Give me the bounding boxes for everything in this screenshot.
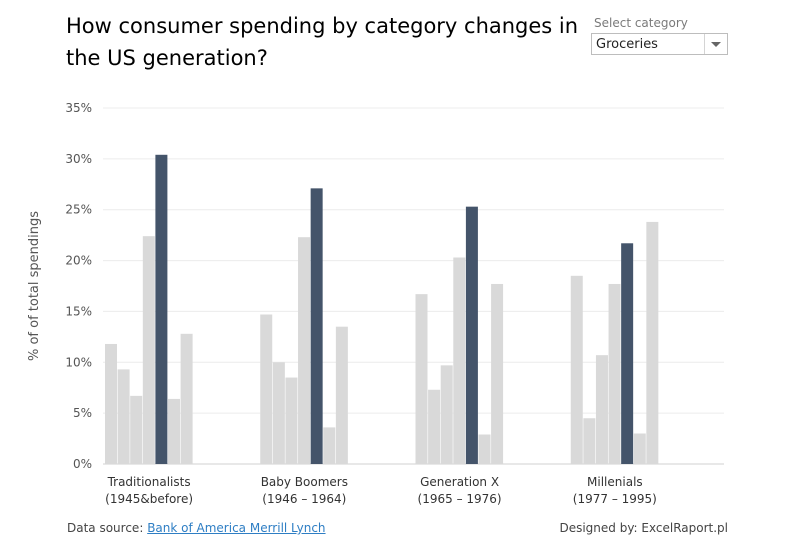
y-tick-label: 10% bbox=[65, 355, 92, 369]
bar bbox=[260, 314, 273, 464]
bar bbox=[168, 398, 180, 464]
bar bbox=[478, 434, 491, 464]
bar bbox=[646, 221, 659, 464]
bar bbox=[142, 236, 155, 464]
bar bbox=[453, 257, 466, 464]
bar bbox=[428, 389, 441, 464]
data-source-link[interactable]: Bank of America Merrill Lynch bbox=[147, 521, 326, 535]
bar bbox=[595, 355, 608, 464]
chart-title: How consumer spending by category change… bbox=[66, 14, 579, 70]
bar bbox=[465, 206, 478, 465]
bar bbox=[298, 237, 311, 464]
bar bbox=[335, 326, 348, 464]
x-tick-sublabel: (1946 – 1964) bbox=[262, 492, 346, 506]
bar bbox=[180, 333, 193, 464]
bar bbox=[272, 362, 285, 464]
category-dropdown[interactable]: Groceries bbox=[591, 33, 728, 55]
y-tick-label: 35% bbox=[65, 101, 92, 115]
bar bbox=[621, 243, 634, 464]
category-selector: Select category Groceries bbox=[591, 16, 728, 55]
designed-by: Designed by: ExcelRaport.pl bbox=[559, 521, 728, 535]
y-tick-label: 0% bbox=[73, 457, 92, 471]
y-tick-label: 15% bbox=[65, 304, 92, 318]
y-tick-label: 5% bbox=[73, 406, 92, 420]
bar bbox=[415, 294, 428, 464]
bar bbox=[155, 154, 168, 464]
y-tick-label: 25% bbox=[65, 203, 92, 217]
x-tick-label: Baby Boomers bbox=[261, 475, 348, 489]
bar bbox=[570, 275, 583, 464]
category-dropdown-value: Groceries bbox=[596, 37, 658, 52]
bar bbox=[285, 377, 298, 464]
bar bbox=[130, 395, 143, 464]
y-axis-title: % of of total spendings bbox=[27, 211, 42, 361]
bar bbox=[608, 283, 621, 464]
bar bbox=[310, 188, 323, 464]
category-selector-label: Select category bbox=[594, 16, 688, 30]
data-source: Data source: Bank of America Merrill Lyn… bbox=[67, 521, 326, 535]
spending-bar-chart: 0% 5% 10% 15% 20% 25% 30% 35% % of of total spen… bbox=[27, 101, 724, 506]
bar bbox=[105, 343, 117, 464]
bar bbox=[583, 418, 596, 464]
bar bbox=[323, 427, 336, 464]
y-tick-label: 30% bbox=[65, 152, 92, 166]
x-tick-sublabel: (1977 – 1995) bbox=[573, 492, 657, 506]
bar bbox=[117, 369, 130, 464]
x-tick-label: Generation X bbox=[420, 475, 499, 489]
bar bbox=[491, 283, 504, 464]
chevron-down-icon[interactable] bbox=[704, 34, 727, 54]
y-tick-label: 20% bbox=[65, 254, 92, 268]
bar bbox=[633, 433, 646, 464]
x-tick-label: Traditionalists bbox=[107, 475, 191, 489]
x-tick-label: Millenials bbox=[587, 475, 643, 489]
bar bbox=[440, 365, 453, 464]
x-tick-sublabel: (1965 – 1976) bbox=[418, 492, 502, 506]
data-source-prefix: Data source: bbox=[67, 521, 144, 535]
x-tick-sublabel: (1945&before) bbox=[105, 492, 193, 506]
